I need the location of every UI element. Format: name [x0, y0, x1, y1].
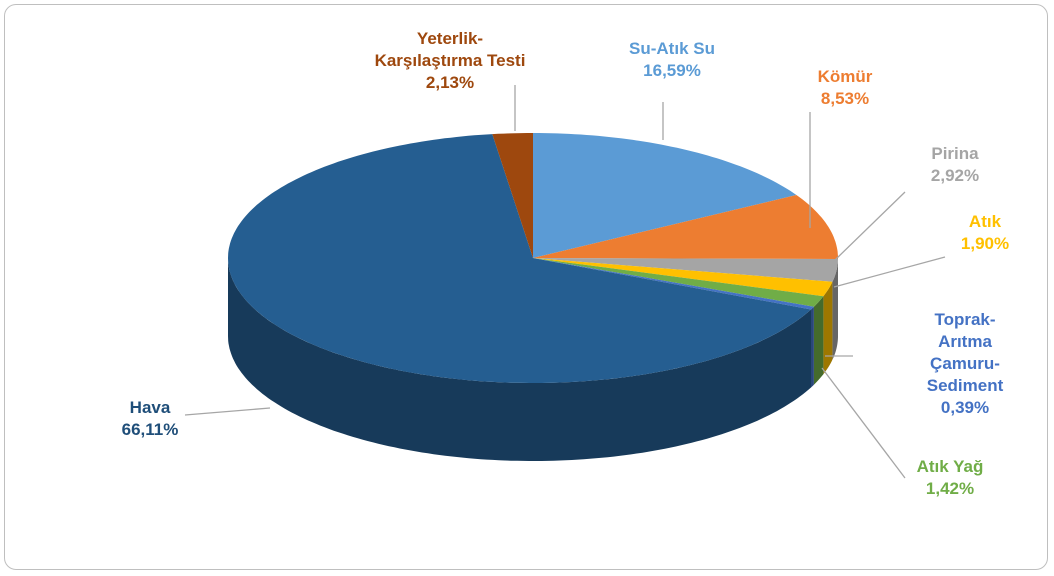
value-label: 66,11%: [121, 420, 179, 439]
value-label: 1,90%: [960, 234, 1010, 253]
category-label: Toprak-Arıtma Çamuru-Sediment: [926, 310, 1004, 395]
data-label: Toprak-Arıtma Çamuru-Sediment 0,39%: [921, 309, 1010, 419]
value-label: 8,53%: [820, 89, 870, 108]
data-label: Hava 66,11%: [122, 397, 179, 441]
leader-line: [833, 256, 946, 288]
value-label: 1,42%: [925, 479, 975, 498]
pie-slice: [533, 258, 824, 307]
leader-line: [821, 367, 906, 479]
category-label: Kömür: [817, 67, 873, 86]
pie-slice: [533, 258, 833, 297]
data-label: Atık Yağ 1,42%: [917, 456, 984, 500]
leader-line: [184, 407, 271, 416]
pie-slice-side: [228, 258, 811, 461]
category-label: Atık: [968, 212, 1002, 231]
value-label: 0,39%: [940, 398, 990, 417]
pie-slice: [492, 133, 533, 258]
pie-slice: [533, 195, 838, 259]
leader-line: [834, 191, 906, 261]
pie-slice: [533, 258, 814, 310]
category-label: Su-Atık Su: [629, 39, 715, 58]
pie-slice-side: [813, 296, 824, 385]
category-label: Pirina: [931, 144, 979, 163]
pie-slice: [533, 258, 838, 282]
data-label: Pirina 2,92%: [931, 143, 979, 187]
data-label: Kömür 8,53%: [818, 66, 873, 110]
pie-slice-side: [811, 306, 814, 388]
value-label: 2,92%: [930, 166, 980, 185]
category-label: Hava: [129, 398, 171, 417]
pie-slice: [533, 133, 797, 258]
category-label: Atık Yağ: [916, 457, 984, 476]
data-label: Yeterlik- Karşılaştırma Testi 2,13%: [375, 28, 526, 94]
pie-slice: [228, 134, 811, 383]
pie-slice-side: [823, 281, 833, 375]
data-label: Atık 1,90%: [961, 211, 1009, 255]
pie-slice-side: [832, 259, 838, 360]
data-label: Su-Atık Su 16,59%: [629, 38, 715, 82]
value-label: 16,59%: [643, 61, 701, 80]
value-label: 2,13%: [425, 73, 475, 92]
category-label: Yeterlik- Karşılaştırma Testi: [374, 29, 526, 70]
